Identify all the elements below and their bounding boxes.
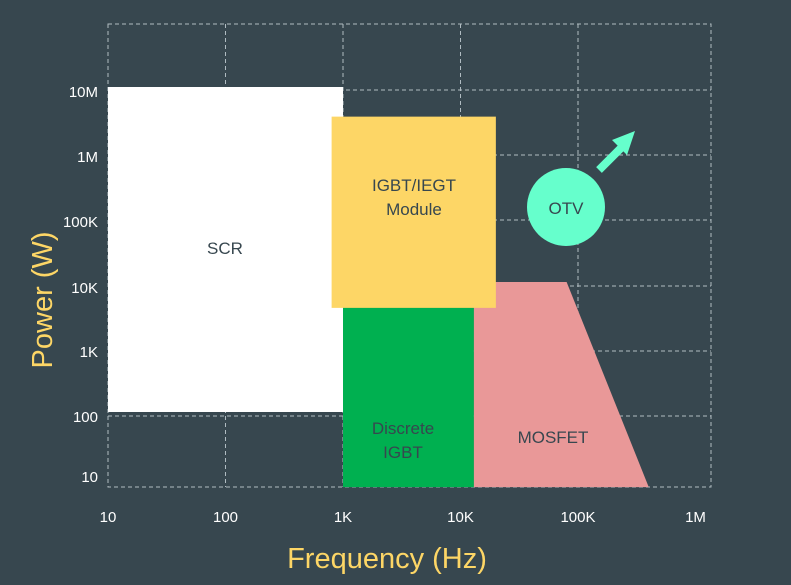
region-label-discrete-igbt: Discrete IGBT (372, 419, 434, 462)
y-tick-label: 100K (63, 214, 98, 231)
y-tick-label: 10K (71, 280, 98, 297)
y-axis-title: Power (W) (27, 232, 59, 369)
y-tick-label: 10 (81, 469, 98, 486)
x-tick-label: 100K (560, 509, 595, 526)
x-tick-label: 100 (213, 509, 238, 526)
x-axis-title: Frequency (Hz) (287, 543, 487, 575)
device-regions: SCR Discrete IGBT MOSFET IGBT/IEGT Module (108, 87, 649, 488)
otv-circle (527, 168, 605, 246)
x-tick-label: 10 (100, 509, 117, 526)
region-igbt-iegt-module (331, 116, 496, 308)
region-label-mosfet: MOSFET (518, 428, 589, 447)
y-tick-label: 1M (77, 149, 98, 166)
y-tick-label: 1K (80, 344, 98, 361)
x-tick-label: 10K (447, 509, 474, 526)
otv-arrow-shaft (596, 144, 625, 173)
region-label-igbt-iegt-module: IGBT/IEGT Module (372, 176, 456, 219)
otv-arrow-head (612, 131, 635, 155)
region-discrete-igbt (343, 301, 474, 488)
x-tick-label: 1K (334, 509, 352, 526)
region-scr (108, 87, 343, 412)
otv-group: OTV (527, 131, 635, 246)
otv-label: OTV (549, 199, 585, 218)
y-tick-label: 10M (69, 84, 98, 101)
y-tick-label: 100 (73, 409, 98, 426)
x-tick-label: 1M (685, 509, 706, 526)
region-label-scr: SCR (207, 239, 243, 258)
region-mosfet (473, 282, 649, 488)
x-tick-labels: 10 100 1K 10K 100K 1M (100, 509, 706, 526)
y-tick-labels: 10M 1M 100K 10K 1K 100 10 (63, 84, 98, 486)
